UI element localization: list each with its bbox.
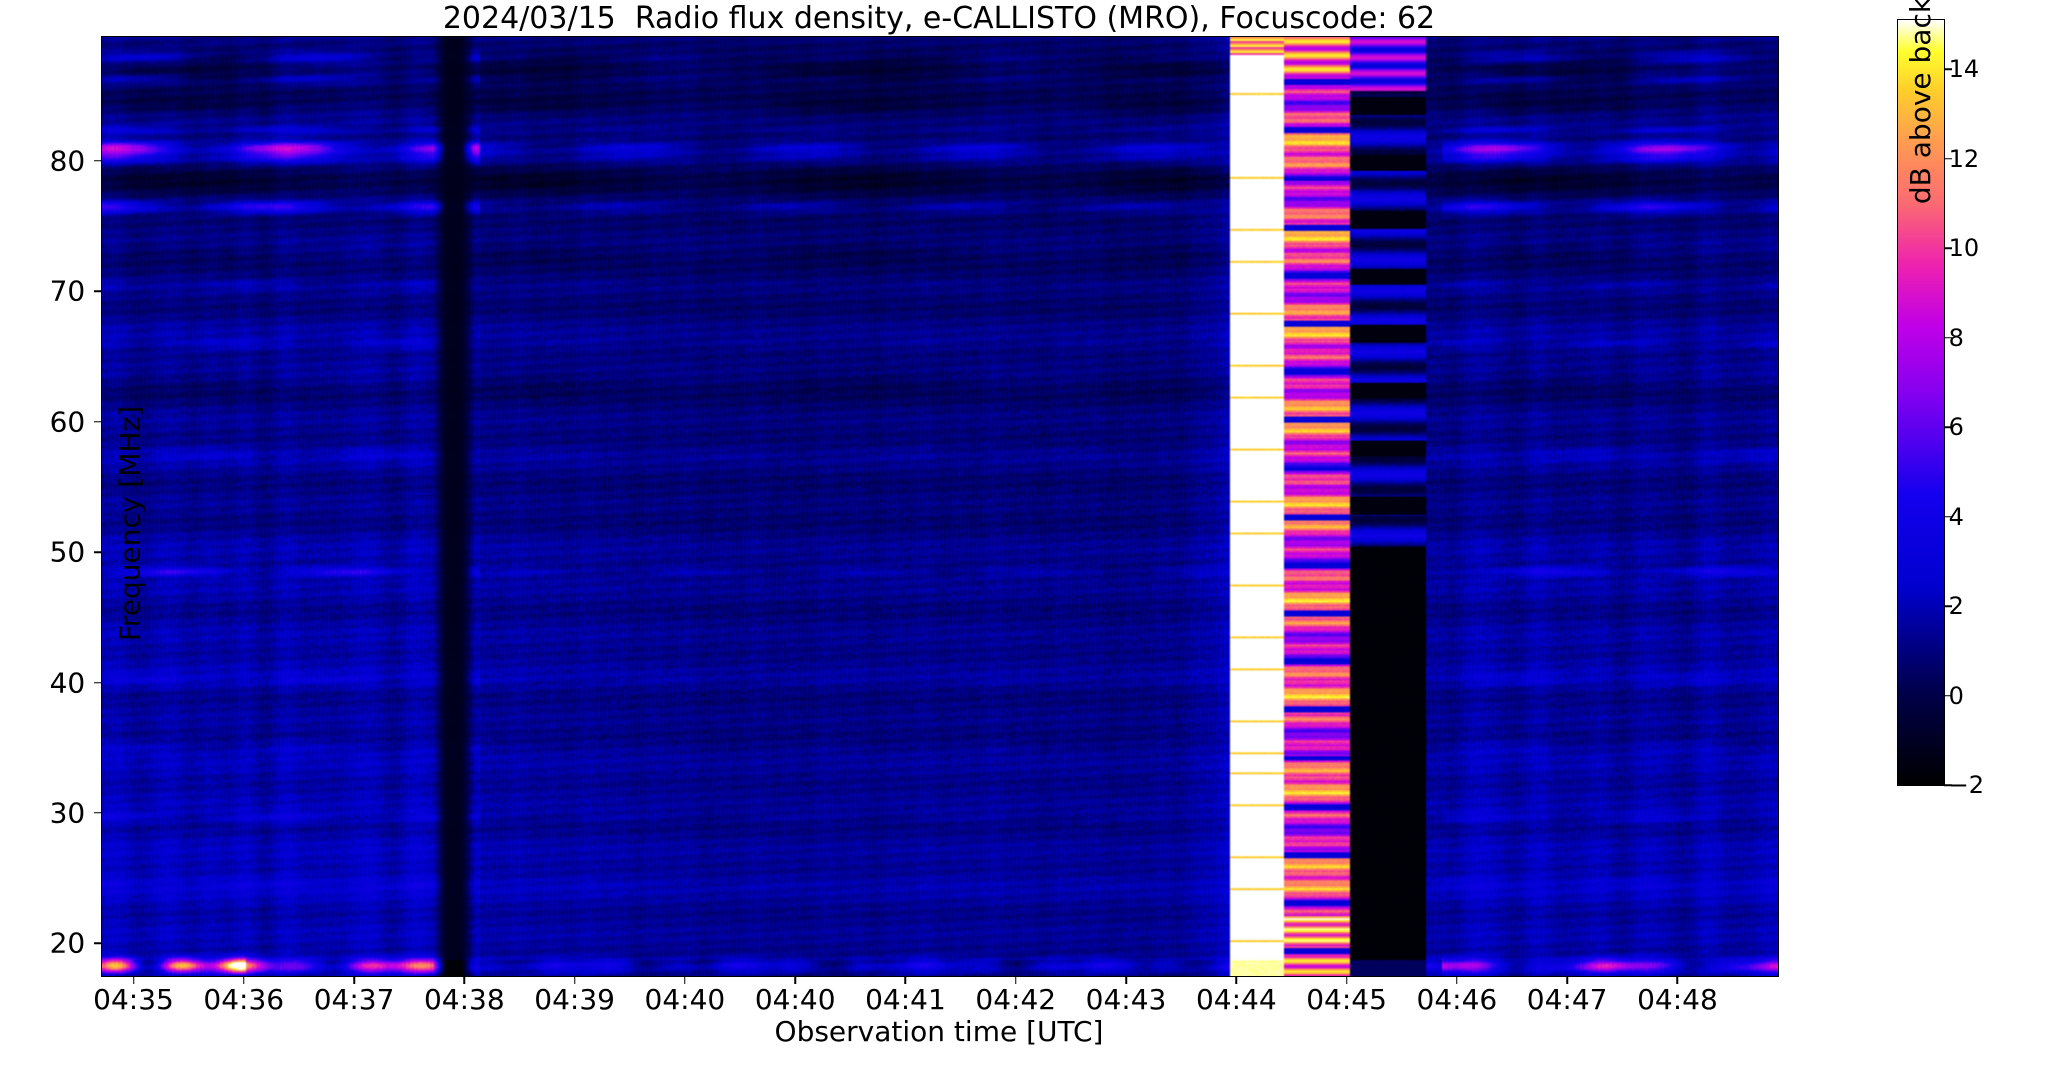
colorbar-tick-label: 4 (1948, 502, 1964, 531)
x-tick-label: 04:36 (203, 983, 285, 1016)
y-tick-mark (94, 160, 102, 162)
x-tick-label: 04:40 (644, 983, 726, 1016)
x-axis-label: Observation time [UTC] (774, 1015, 1104, 1048)
x-tick-mark (684, 976, 686, 984)
x-tick-label: 04:43 (1085, 983, 1167, 1016)
colorbar-tick-mark (1944, 247, 1952, 249)
x-tick-mark (573, 976, 576, 984)
x-tick-mark (1235, 976, 1238, 984)
x-tick-mark (1566, 976, 1568, 984)
y-tick-mark (94, 681, 102, 684)
colorbar-tick-label: −2 (1948, 771, 1984, 799)
x-tick-label: 04:40 (754, 983, 836, 1016)
figure-title: 2024/03/15 Radio flux density, e-CALLIST… (442, 1, 1436, 36)
y-tick-label: 60 (49, 405, 86, 439)
x-tick-label: 04:46 (1416, 983, 1498, 1016)
x-tick-label: 04:48 (1637, 983, 1718, 1016)
colorbar-tick-label: 14 (1948, 55, 1980, 84)
colorbar-tick-label: 2 (1948, 592, 1964, 621)
x-tick-mark (1125, 976, 1127, 984)
x-tick-mark (1345, 976, 1348, 984)
x-tick-mark (463, 976, 466, 984)
colorbar-tick-label: 12 (1948, 144, 1980, 173)
colorbar-tick-mark (1944, 426, 1952, 428)
colorbar-tick-mark (1944, 157, 1952, 160)
colorbar-tick-mark (1944, 336, 1952, 339)
y-tick-label: 50 (49, 535, 86, 569)
y-tick-label: 70 (49, 274, 86, 308)
x-tick-mark (794, 976, 796, 984)
x-tick-label: 04:42 (975, 983, 1057, 1016)
colorbar-tick-label: 10 (1948, 234, 1980, 263)
y-tick-label: 40 (49, 666, 86, 700)
x-tick-mark (904, 976, 907, 984)
x-tick-mark (353, 976, 355, 984)
x-tick-mark (132, 976, 135, 984)
x-tick-label: 04:47 (1526, 983, 1608, 1016)
y-tick-mark (94, 812, 102, 814)
x-tick-mark (1676, 976, 1679, 984)
x-tick-mark (1015, 976, 1017, 984)
x-tick-label: 04:37 (313, 983, 395, 1016)
x-tick-mark (1456, 976, 1458, 984)
colorbar-tick-label: 0 (1948, 681, 1964, 710)
colorbar-tick-mark (1944, 515, 1952, 518)
x-tick-label: 04:38 (423, 983, 505, 1016)
x-tick-label: 04:44 (1195, 983, 1277, 1016)
y-tick-mark (94, 420, 102, 423)
x-tick-label: 04:45 (1306, 983, 1387, 1016)
x-tick-label: 04:35 (93, 983, 174, 1016)
colorbar-tick-label: 6 (1948, 413, 1964, 442)
colorbar-gradient (1898, 20, 1944, 785)
colorbar-tick-mark (1944, 68, 1952, 70)
x-tick-label: 04:39 (534, 983, 615, 1016)
x-tick-label: 04:41 (865, 983, 946, 1016)
colorbar-tick-mark (1944, 605, 1952, 607)
y-axis-label: Frequency [MHz] (113, 405, 147, 642)
spectrogram-image (102, 37, 1778, 976)
y-tick-mark (94, 942, 102, 945)
y-tick-label: 30 (49, 796, 86, 830)
colorbar-tick-mark (1944, 784, 1952, 786)
colorbar-label: dB above background (1904, 0, 1937, 205)
colorbar: −2 0 2 4 6 8 10 12 14 (1897, 19, 1984, 799)
y-tick-label: 20 (49, 926, 86, 960)
colorbar-tick-mark (1944, 694, 1952, 697)
spectrogram-axes: Frequency [MHz] 20 30 40 50 60 70 80 04:35 04:3… (50, 36, 1779, 1016)
x-tick-mark (243, 976, 245, 984)
y-tick-label: 80 (49, 144, 86, 178)
y-tick-mark (94, 290, 102, 293)
y-tick-mark (94, 551, 102, 553)
colorbar-tick-label: 8 (1948, 323, 1964, 352)
